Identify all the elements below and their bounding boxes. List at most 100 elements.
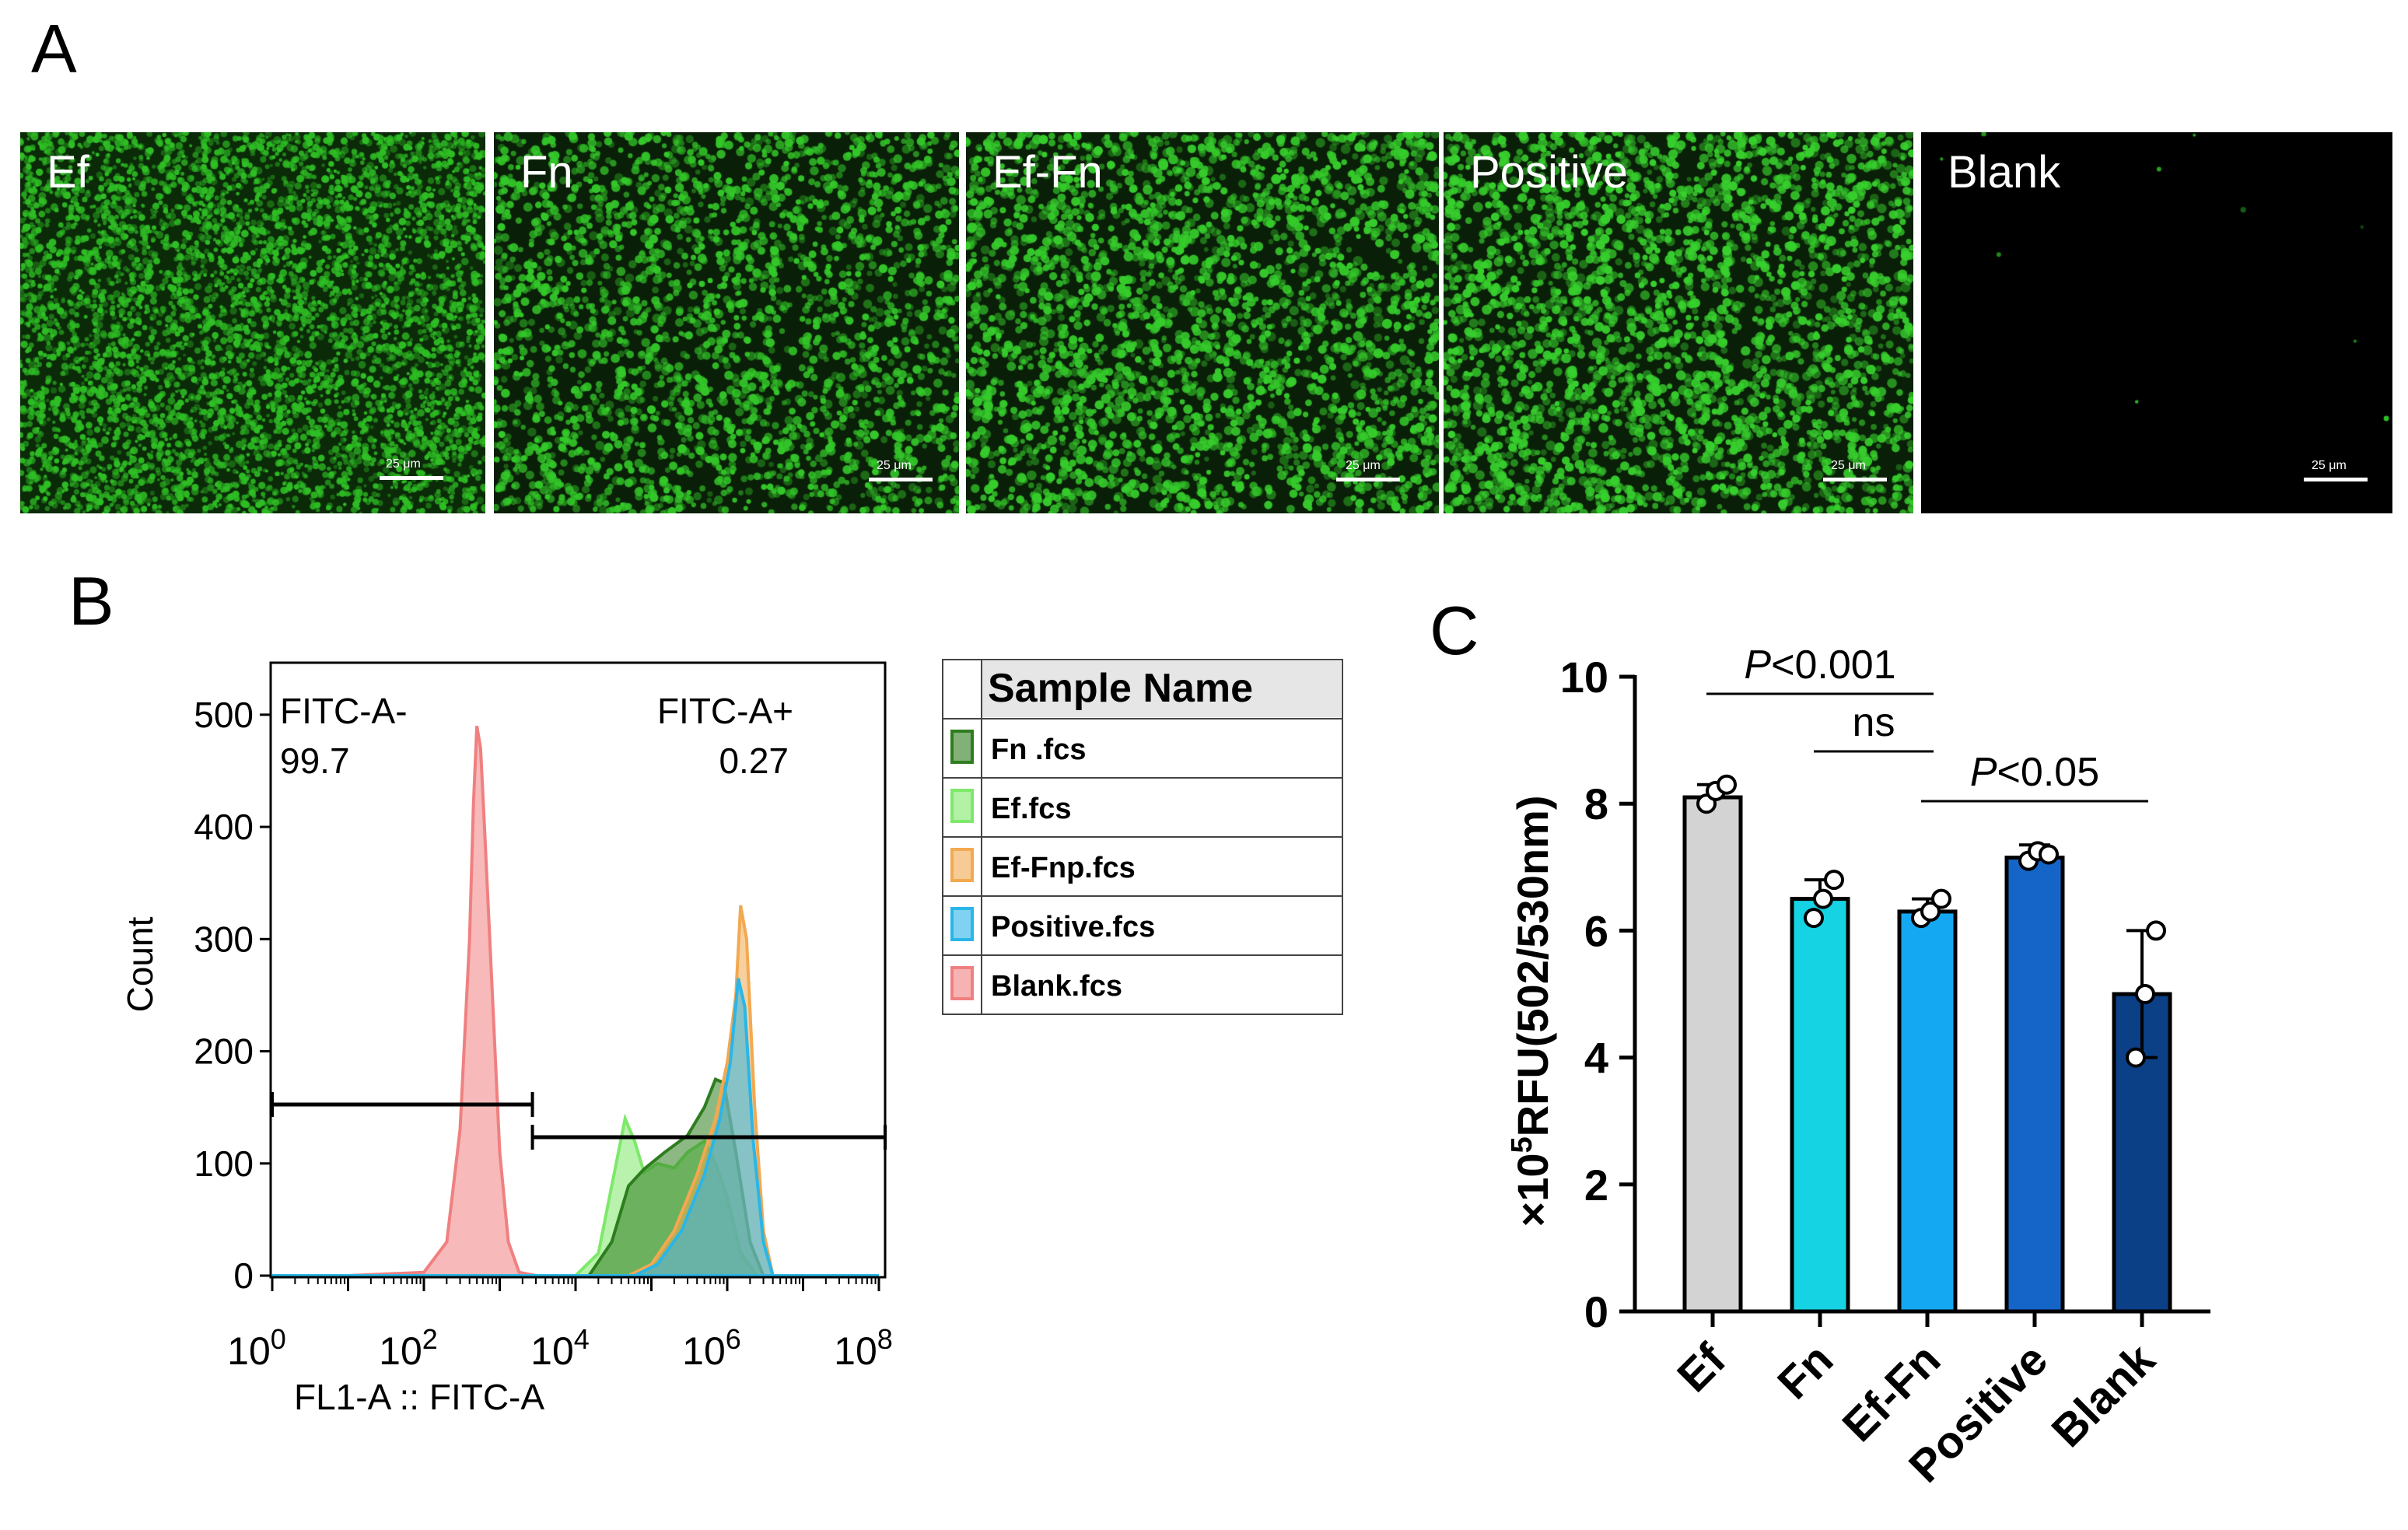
flow-y-tick-label: 400 <box>194 807 254 847</box>
micrograph-ef-fn-image <box>966 132 1439 513</box>
legend-swatch <box>950 907 974 941</box>
legend-swatch <box>950 730 974 764</box>
bar-ef <box>1682 795 1743 1314</box>
legend-label: Ef.fcs <box>991 793 1071 825</box>
micrograph-blank: Blank 25 μm <box>1921 132 2392 513</box>
flow-y-tick-label: 100 <box>194 1143 254 1184</box>
micrograph-positive: Positive 25 μm <box>1444 132 1913 513</box>
gate-negative-value: 99.7 <box>280 740 350 781</box>
flow-x-tick-label: 104 <box>530 1323 590 1374</box>
significance-label: P<0.001 <box>1744 642 1895 688</box>
flow-y-tick-label: 0 <box>233 1255 254 1296</box>
bar-positive <box>2004 856 2065 1314</box>
legend-entry: Blank.fcs <box>942 954 1343 1015</box>
legend-label: Ef-Fnp.fcs <box>991 852 1136 884</box>
legend-label: Blank.fcs <box>991 970 1122 1003</box>
scale-bar <box>1823 478 1887 481</box>
bar-category-label: Ef <box>1668 1334 1735 1402</box>
panel-letter-c: C <box>1430 592 1479 669</box>
micrograph-positive-image <box>1444 132 1913 513</box>
data-point <box>2146 920 2166 941</box>
bar-y-tick-label: 10 <box>1560 653 1608 702</box>
flow-x-tick-label: 106 <box>682 1323 741 1374</box>
scale-bar-label: 25 μm <box>877 459 912 472</box>
data-point <box>2039 844 2059 865</box>
scale-bar-label: 25 μm <box>386 457 421 471</box>
significance-bracket: ns <box>1814 700 1934 753</box>
gate-positive-bar <box>530 1125 887 1150</box>
data-point <box>1931 888 1951 909</box>
legend-label: Positive.fcs <box>991 911 1155 944</box>
panel-letter-a: A <box>31 10 77 87</box>
micrograph-ef-fn: Ef-Fn 25 μm <box>966 132 1439 513</box>
flow-legend: Sample Name Fn .fcs Ef.fcs Ef-Fnp.fcs Positi… <box>942 659 1343 1015</box>
legend-label: Fn .fcs <box>991 733 1086 766</box>
flow-x-tick-label: 100 <box>227 1323 286 1374</box>
legend-swatch <box>950 789 974 823</box>
flow-x-tick-label: 108 <box>834 1323 893 1374</box>
significance-label: P<0.05 <box>1970 750 2099 795</box>
legend-header: Sample Name <box>988 666 1253 711</box>
legend-header-fill <box>982 661 1341 717</box>
significance-bracket: P<0.05 <box>1921 750 2148 803</box>
scale-bar-label: 25 μm <box>2312 459 2347 472</box>
gate-positive-name: FITC-A+ <box>657 691 793 731</box>
micrograph-fn: Fn 25 μm <box>494 132 959 513</box>
micrograph-label: Ef-Fn <box>992 147 1103 198</box>
legend-swatch <box>950 966 974 1000</box>
panel-letter-b: B <box>68 562 114 639</box>
flow-plot-frame <box>269 661 887 1279</box>
data-point <box>1804 908 1824 929</box>
series-ef-fnp-fcs <box>272 905 879 1277</box>
scale-bar-label: 25 μm <box>1831 459 1866 472</box>
series-fn-fcs <box>272 1077 879 1277</box>
data-point <box>1813 888 1833 909</box>
legend-entry: Positive.fcs <box>942 895 1343 956</box>
legend-entry: Ef-Fnp.fcs <box>942 836 1343 897</box>
bar-y-tick-label: 2 <box>1584 1161 1608 1210</box>
micrograph-label: Fn <box>520 147 573 198</box>
bar-y-axis-label: ×105RFU(502/530nm) <box>1506 796 1557 1227</box>
scale-bar <box>869 478 933 481</box>
micrograph-ef-image <box>20 132 485 513</box>
series-positive-fcs <box>272 978 879 1277</box>
gate-negative-name: FITC-A- <box>280 691 408 731</box>
scale-bar <box>1336 478 1400 481</box>
data-point <box>2135 984 2155 1004</box>
bar-category-label: Blank <box>2042 1334 2165 1457</box>
gate-positive-value: 0.27 <box>719 740 789 781</box>
scale-bar-label: 25 μm <box>1346 459 1381 472</box>
micrograph-fn-image <box>494 132 959 513</box>
data-point <box>1717 774 1737 795</box>
significance-label: ns <box>1853 700 1895 745</box>
bar-ef-fn <box>1897 909 1958 1314</box>
micrograph-ef: Ef 25 μm <box>20 132 485 513</box>
legend-swatch <box>950 848 974 882</box>
micrograph-label: Blank <box>1948 147 2061 198</box>
scale-bar <box>380 476 443 480</box>
scale-bar <box>2304 478 2368 481</box>
significance-bracket: P<0.001 <box>1706 642 1934 695</box>
bar-y-tick-label: 0 <box>1584 1287 1608 1336</box>
micrograph-label: Ef <box>47 147 89 198</box>
bar-fn <box>1790 897 1850 1314</box>
series-ef-fcs <box>272 1113 879 1277</box>
bar-category-label: Fn <box>1768 1334 1843 1409</box>
flow-y-tick-label: 500 <box>194 695 254 735</box>
flow-plot-area <box>272 725 879 1277</box>
data-point <box>2126 1047 2146 1068</box>
data-point <box>1824 870 1844 891</box>
flow-y-tick-label: 200 <box>194 1031 254 1072</box>
bar-y-tick-label: 8 <box>1584 779 1608 828</box>
flow-x-tick-label: 102 <box>379 1323 438 1374</box>
legend-entry: Fn .fcs <box>942 718 1343 779</box>
data-point <box>1920 901 1941 922</box>
flow-x-axis-label: FL1-A :: FITC-A <box>294 1377 544 1417</box>
legend-entry: Ef.fcs <box>942 777 1343 838</box>
micrograph-label: Positive <box>1470 147 1629 198</box>
flow-axes: 0 100 200 300 400 500 100 102 104 106 108 <box>194 661 893 1374</box>
bar-y-tick-label: 4 <box>1584 1034 1608 1083</box>
